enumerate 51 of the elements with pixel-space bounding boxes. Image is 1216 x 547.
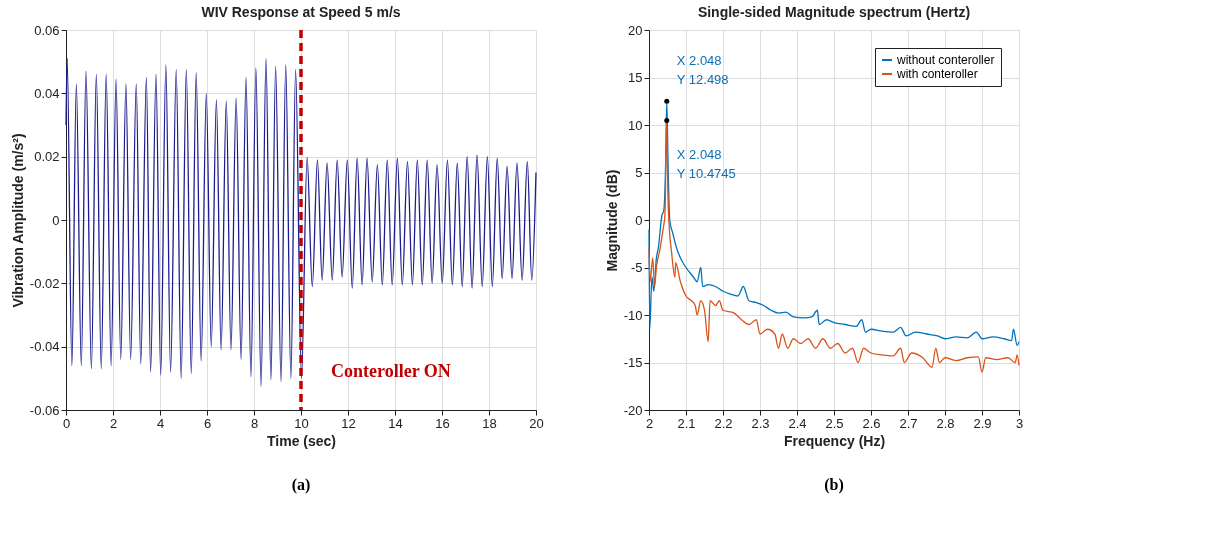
y-axis-title: Vibration Amplitude (m/s²) [9,133,26,308]
x-tick-label: 2.1 [677,415,696,431]
y-tick-label: 10 [628,117,643,133]
y-tick-label: 15 [628,70,643,85]
y-axis-title: Magnitude (dB) [603,169,620,272]
x-tick-label: 2.3 [751,415,770,431]
y-tick-label: 0 [635,212,643,228]
x-tick-label: 8 [250,415,259,431]
legend-label: with conteroller [896,67,978,81]
y-tick-label: -10 [623,307,643,323]
x-tick-label: 20 [529,415,544,431]
y-tick-label: -0.04 [29,339,60,355]
text: (b) [824,476,844,494]
y-tick-label: 0 [52,212,60,228]
x-tick-label: 2.6 [862,415,881,431]
x-axis-title: Frequency (Hz) [783,432,886,449]
x-tick-label: 2.7 [899,415,918,431]
x-tick-label: 3 [1015,415,1024,431]
y-tick-label: 0.02 [34,149,60,165]
chart-title: Single-sided Magnitude spectrum (Hertz) [697,4,971,20]
x-tick-label: 14 [388,415,403,431]
x-axis-title: Time (sec) [267,432,336,449]
x-tick-label: 18 [482,415,497,431]
x-tick-label: 2 [109,415,118,431]
chart-title: WIV Response at Speed 5 m/s [201,4,401,20]
annotation: X 2.048 Y 10.4745 [676,147,736,182]
y-tick-label: -0.02 [29,275,60,291]
y-tick-label: -0.06 [29,402,60,418]
x-tick-label: 0 [62,415,71,431]
y-tick-label: 5 [635,165,643,180]
x-tick-label: 2.2 [714,415,733,431]
ref-line-label: Conteroller ON [331,361,451,381]
y-tick-label: 20 [628,22,643,38]
y-tick-label: -15 [623,355,643,370]
x-tick-label: 2.4 [788,415,807,431]
y-tick-label: 0.06 [34,22,60,38]
text: (a) [291,476,311,494]
x-tick-label: 12 [341,415,356,431]
x-tick-label: 2.8 [936,415,955,431]
annotation: X 2.048 Y 12.498 [676,53,729,88]
x-tick-label: 4 [156,415,165,431]
legend-label: without conteroller [896,53,995,67]
x-tick-label: 2.9 [973,415,992,431]
y-tick-label: -5 [630,260,643,275]
x-tick-label: 2.5 [825,415,844,431]
y-tick-label: 0.04 [34,85,60,101]
x-tick-label: 6 [203,415,212,431]
x-tick-label: 16 [435,415,450,431]
x-tick-label: 2 [645,415,654,431]
y-tick-label: -20 [623,402,643,418]
x-tick-label: 10 [294,415,309,431]
